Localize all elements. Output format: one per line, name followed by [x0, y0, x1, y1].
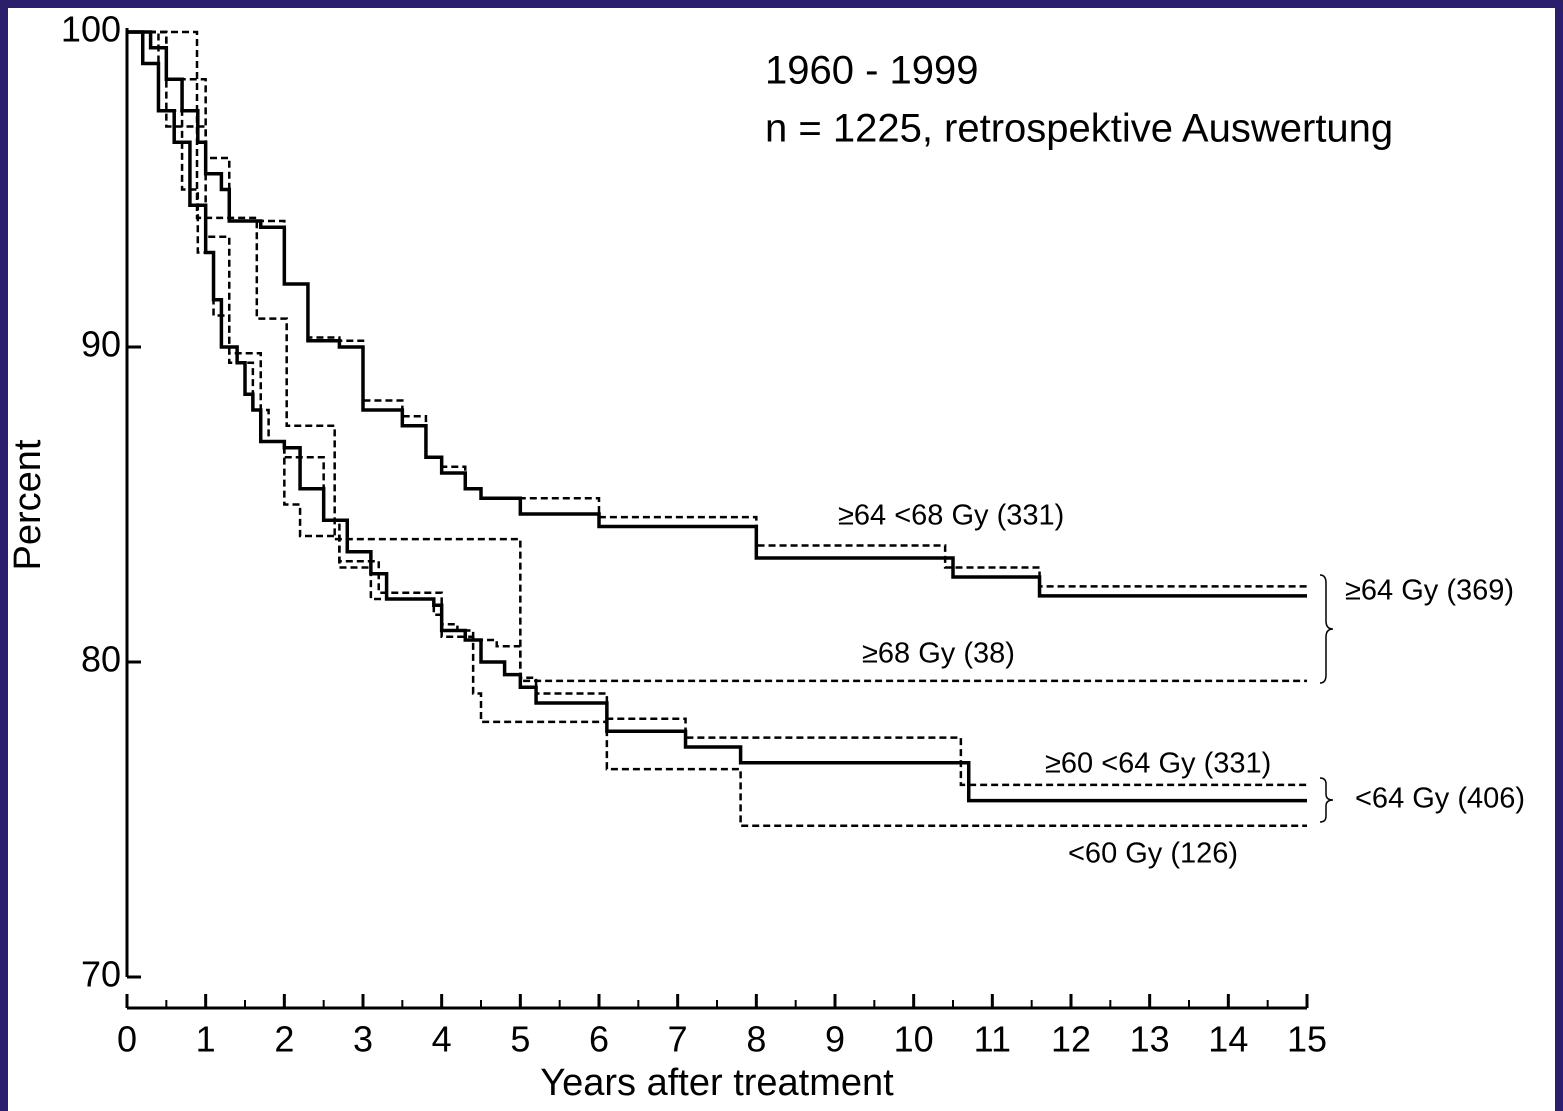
series-label: <60 Gy (126) [1068, 838, 1238, 870]
x-tick-label: 14 [1208, 1019, 1248, 1060]
series-line [127, 30, 1307, 828]
y-tick-label: 90 [81, 324, 121, 365]
x-tick-label: 2 [274, 1019, 294, 1060]
x-tick-label: 13 [1130, 1019, 1170, 1060]
x-tick-label: 15 [1287, 1019, 1327, 1060]
series-line [127, 30, 1307, 787]
x-tick-label: 8 [746, 1019, 766, 1060]
x-tick-label: 11 [974, 1019, 1011, 1060]
note: n = 1225, retrospektive Auswertung [765, 107, 1393, 151]
x-tick-label: 5 [510, 1019, 530, 1060]
x-tick-label: 1 [196, 1019, 216, 1060]
x-tick-label: 6 [589, 1019, 609, 1060]
x-tick-label: 10 [894, 1019, 934, 1060]
x-tick-label: 0 [117, 1019, 137, 1060]
note: 1960 - 1999 [765, 49, 979, 93]
series-label: ≥68 Gy (38) [862, 638, 1015, 670]
bracket [1319, 574, 1334, 684]
y-tick-label: 70 [81, 954, 121, 995]
x-axis-title: Years after treatment [540, 1062, 894, 1104]
series-line [127, 30, 1307, 683]
series-line [127, 30, 1307, 588]
x-tick-label: 7 [668, 1019, 688, 1060]
series-label: ≥64 <68 Gy (331) [838, 500, 1064, 532]
bracket-label: ≥64 Gy (369) [1345, 575, 1514, 607]
x-tick-label: 3 [353, 1019, 373, 1060]
y-tick-label: 100 [61, 9, 121, 50]
x-tick-label: 4 [432, 1019, 452, 1060]
bracket-label: <64 Gy (406) [1355, 783, 1525, 815]
x-tick-label: 12 [1051, 1019, 1091, 1060]
y-axis-title: Percent [7, 439, 49, 570]
y-tick-label: 80 [81, 639, 121, 680]
bracket [1319, 777, 1334, 823]
x-tick-label: 9 [825, 1019, 845, 1060]
series-label: ≥60 <64 Gy (331) [1045, 748, 1271, 780]
